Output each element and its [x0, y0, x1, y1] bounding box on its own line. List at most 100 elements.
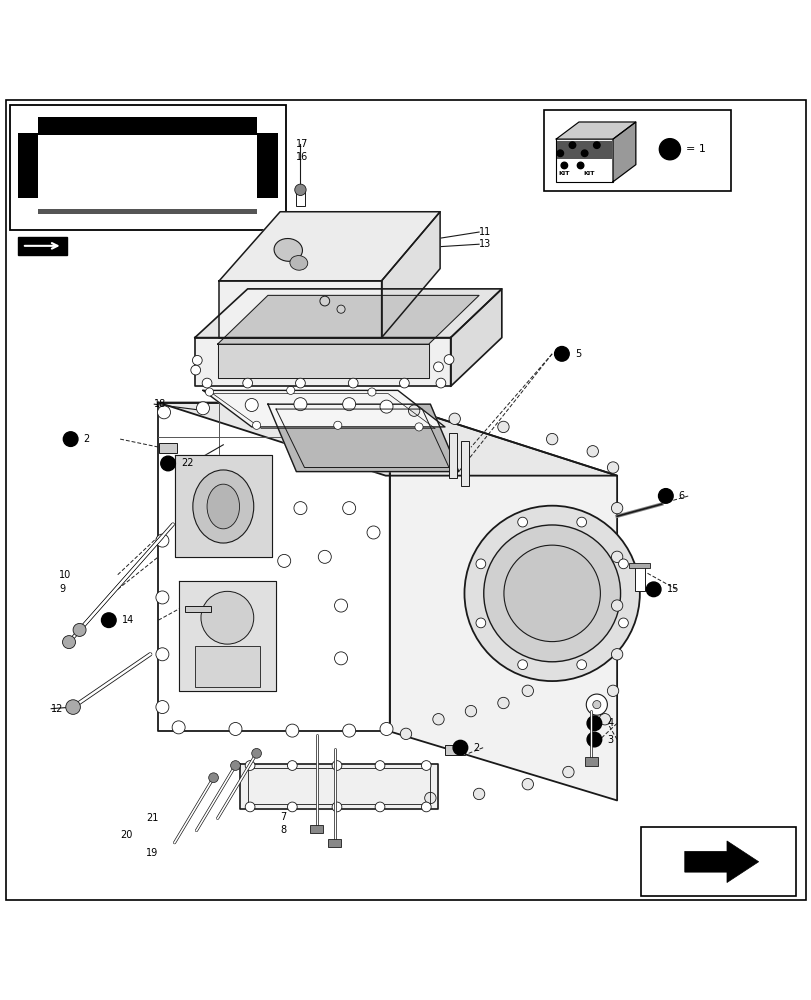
Circle shape: [464, 506, 639, 681]
Polygon shape: [381, 212, 440, 338]
Circle shape: [504, 545, 599, 642]
Circle shape: [659, 139, 680, 160]
Bar: [448, 433, 457, 478]
Text: 8: 8: [280, 825, 286, 835]
Text: 18: 18: [154, 399, 166, 409]
Text: = 1: = 1: [685, 144, 705, 154]
Circle shape: [380, 400, 393, 413]
Text: 7: 7: [280, 812, 286, 822]
Polygon shape: [203, 390, 444, 427]
Text: KIT: KIT: [582, 171, 594, 176]
Bar: [195, 646, 260, 687]
Circle shape: [287, 761, 297, 770]
Circle shape: [611, 502, 622, 514]
Circle shape: [367, 388, 375, 396]
Circle shape: [245, 802, 255, 812]
Circle shape: [569, 142, 575, 148]
Text: 22: 22: [181, 458, 193, 468]
Circle shape: [229, 722, 242, 735]
Circle shape: [556, 150, 563, 157]
Circle shape: [546, 433, 557, 445]
Circle shape: [285, 724, 298, 737]
Circle shape: [205, 388, 213, 396]
Circle shape: [577, 162, 583, 169]
Bar: [257, 133, 277, 198]
Text: 13: 13: [478, 239, 491, 249]
Polygon shape: [684, 841, 757, 883]
Circle shape: [277, 554, 290, 567]
Ellipse shape: [207, 484, 239, 529]
Circle shape: [611, 649, 622, 660]
Circle shape: [400, 728, 411, 740]
Bar: [556, 141, 611, 159]
Circle shape: [414, 423, 423, 431]
Text: 14: 14: [122, 615, 134, 625]
Circle shape: [421, 802, 431, 812]
Polygon shape: [195, 289, 501, 338]
Circle shape: [375, 761, 384, 770]
Polygon shape: [450, 289, 501, 386]
Circle shape: [562, 766, 573, 778]
Circle shape: [399, 378, 409, 388]
Circle shape: [332, 802, 341, 812]
Circle shape: [101, 613, 116, 627]
Circle shape: [436, 378, 445, 388]
Circle shape: [334, 599, 347, 612]
Circle shape: [342, 502, 355, 515]
Polygon shape: [195, 338, 450, 386]
Circle shape: [251, 748, 261, 758]
Circle shape: [444, 355, 453, 364]
Circle shape: [560, 162, 567, 169]
Bar: [634, 567, 644, 591]
Circle shape: [192, 355, 202, 365]
Circle shape: [576, 660, 586, 670]
Circle shape: [586, 732, 601, 747]
Circle shape: [333, 421, 341, 429]
Circle shape: [607, 462, 618, 473]
Circle shape: [334, 652, 347, 665]
Circle shape: [517, 660, 527, 670]
Circle shape: [63, 432, 78, 446]
Circle shape: [380, 722, 393, 735]
Circle shape: [497, 421, 508, 433]
Circle shape: [348, 378, 358, 388]
Circle shape: [432, 714, 444, 725]
Circle shape: [367, 526, 380, 539]
Circle shape: [245, 761, 255, 770]
Polygon shape: [178, 581, 276, 691]
Text: 19: 19: [146, 848, 158, 858]
Polygon shape: [158, 403, 616, 476]
Circle shape: [161, 456, 175, 471]
Ellipse shape: [201, 591, 253, 644]
Circle shape: [342, 724, 355, 737]
Polygon shape: [217, 295, 478, 344]
Polygon shape: [268, 404, 458, 472]
Circle shape: [592, 701, 600, 709]
Text: 3: 3: [607, 735, 613, 745]
Circle shape: [66, 700, 80, 714]
Bar: [18, 237, 67, 255]
Circle shape: [475, 559, 485, 569]
Circle shape: [375, 802, 384, 812]
Text: 2: 2: [84, 434, 90, 444]
Polygon shape: [612, 122, 635, 182]
Text: 16: 16: [296, 152, 308, 162]
Text: KIT: KIT: [558, 171, 569, 176]
Circle shape: [433, 362, 443, 372]
Circle shape: [294, 398, 307, 411]
Bar: [10, 105, 285, 230]
Circle shape: [448, 413, 460, 424]
Polygon shape: [158, 403, 389, 731]
Polygon shape: [239, 764, 438, 809]
Text: 20: 20: [120, 830, 132, 840]
Circle shape: [157, 406, 170, 419]
Circle shape: [521, 779, 533, 790]
Circle shape: [453, 740, 467, 755]
Bar: [18, 133, 38, 198]
Text: 12: 12: [51, 704, 63, 714]
Text: 5: 5: [574, 349, 581, 359]
Text: 15: 15: [666, 584, 678, 594]
Bar: [584, 757, 597, 766]
Bar: [328, 839, 341, 847]
Circle shape: [242, 378, 252, 388]
